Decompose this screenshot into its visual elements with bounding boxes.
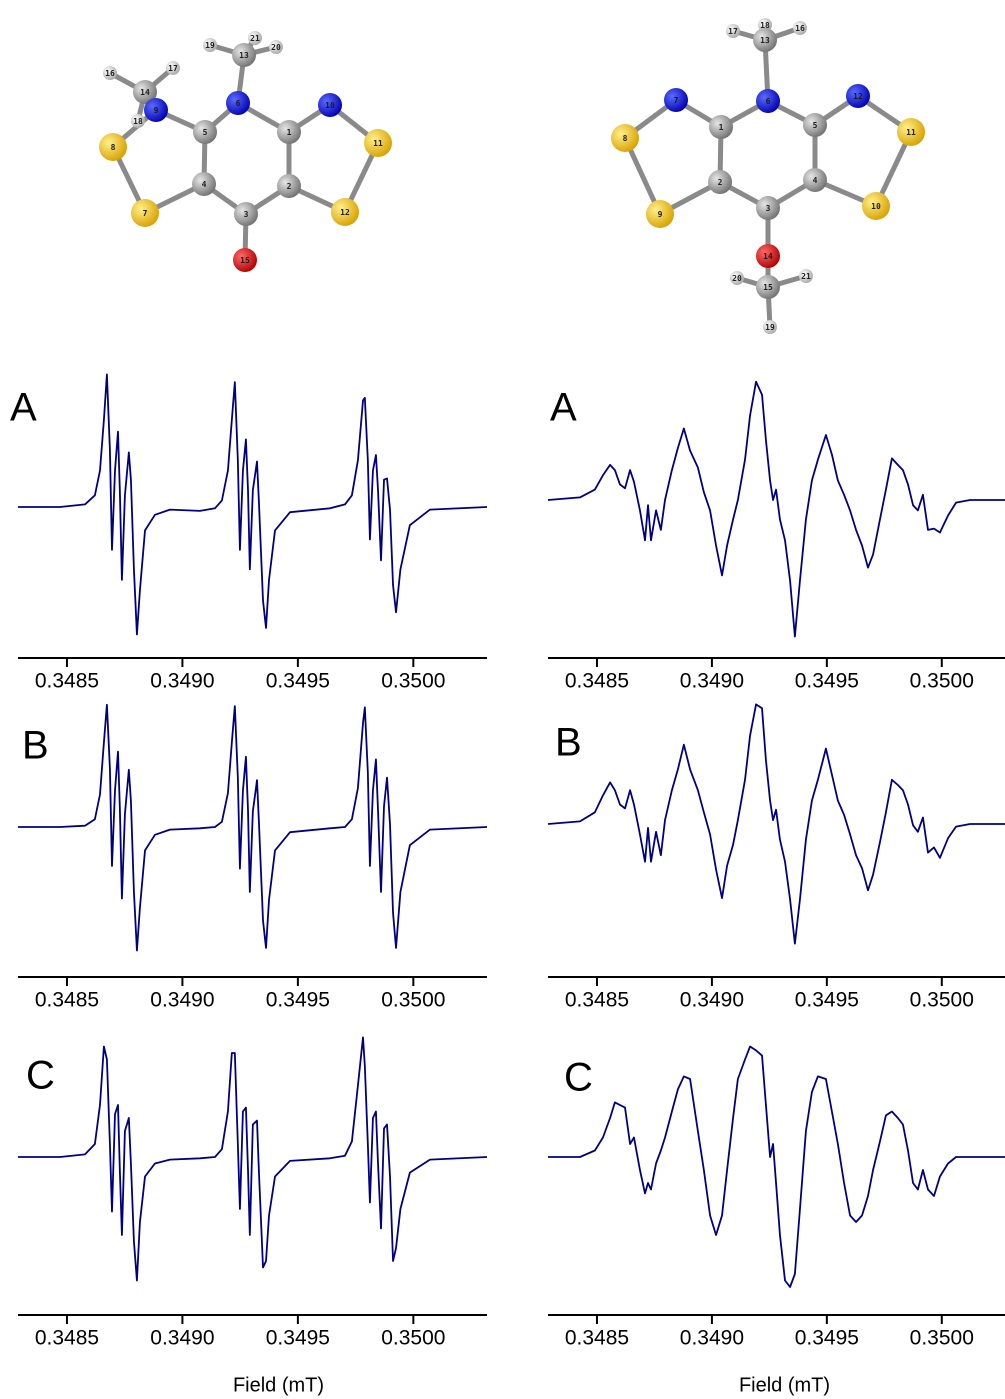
- atom-label: 18: [133, 117, 143, 126]
- spectrum-line: [18, 1037, 487, 1280]
- atom-label: 20: [732, 274, 742, 283]
- atom-label: 12: [340, 208, 350, 217]
- atom-label: 7: [674, 96, 679, 105]
- atom-label: 10: [871, 202, 881, 211]
- spectrum-line: [548, 704, 1005, 943]
- spectrum-line: [18, 374, 487, 634]
- atom-label: 15: [240, 256, 250, 265]
- atom-label: 8: [111, 143, 116, 152]
- x-tick-label: 0.3500: [910, 670, 974, 693]
- x-tick-label: 0.3500: [910, 989, 974, 1012]
- atom-label: 11: [906, 128, 916, 137]
- panel-label: C: [564, 1056, 593, 1100]
- atom-label: 13: [239, 51, 249, 60]
- x-tick-label: 0.3495: [266, 1327, 330, 1350]
- spectra: 0.3485 0.3490 0.3495 0.3500 A 0.3485 0.3490 0.3…: [10, 374, 1005, 1396]
- atom-label: 21: [250, 34, 260, 43]
- x-tick-label: 0.3495: [795, 670, 859, 693]
- atom-label: 20: [271, 43, 281, 52]
- x-tick-label: 0.3495: [795, 989, 859, 1012]
- atom-label: 14: [140, 88, 150, 97]
- atom-label: 6: [236, 99, 241, 108]
- atom-label: 16: [105, 69, 115, 78]
- panel-label: C: [26, 1054, 55, 1098]
- atom-label: 2: [287, 182, 292, 191]
- x-tick-label: 0.3485: [35, 1327, 99, 1350]
- atom-label: 14: [763, 252, 773, 261]
- x-tick-label: 0.3500: [381, 1327, 445, 1350]
- atom-label: 6: [766, 97, 771, 106]
- atom-label: 7: [143, 209, 148, 218]
- atom-label: 17: [168, 64, 178, 73]
- atom-label: 8: [623, 134, 628, 143]
- atom-label: 13: [760, 36, 770, 45]
- panel-label: B: [555, 721, 582, 765]
- atom-label: 5: [813, 121, 818, 130]
- atom-label: 21: [801, 272, 811, 281]
- x-tick-label: 0.3495: [266, 670, 330, 693]
- x-tick-label: 0.3485: [565, 670, 629, 693]
- atom-label: 2: [718, 178, 723, 187]
- x-tick-label: 0.3485: [35, 670, 99, 693]
- figure: 1416171891319212061015811247123151718161…: [0, 0, 1005, 1399]
- x-tick-label: 0.3490: [150, 1327, 214, 1350]
- x-tick-label: 0.3490: [150, 670, 214, 693]
- x-tick-label: 0.3485: [565, 1327, 629, 1350]
- atom-label: 3: [766, 204, 771, 213]
- x-tick-label: 0.3495: [266, 989, 330, 1012]
- atom-label: 9: [154, 106, 159, 115]
- x-tick-label: 0.3500: [910, 1327, 974, 1350]
- panel-label: A: [10, 386, 37, 430]
- x-tick-label: 0.3490: [680, 670, 744, 693]
- atom-label: 15: [763, 283, 773, 292]
- x-tick-label: 0.3500: [381, 989, 445, 1012]
- x-tick-label: 0.3490: [680, 1327, 744, 1350]
- panel-label: A: [550, 386, 577, 430]
- panel-label: B: [22, 724, 49, 768]
- x-tick-label: 0.3490: [680, 989, 744, 1012]
- x-tick-label: 0.3485: [35, 989, 99, 1012]
- x-axis-title: Field (mT): [233, 1374, 324, 1396]
- atom-label: 19: [765, 323, 775, 332]
- x-tick-label: 0.3490: [150, 989, 214, 1012]
- spectrum-line: [18, 705, 487, 951]
- atom-label: 17: [728, 27, 738, 36]
- atom-label: 12: [853, 92, 863, 101]
- atom-label: 4: [813, 176, 818, 185]
- spectrum-line: [548, 1047, 1005, 1288]
- x-tick-label: 0.3500: [381, 670, 445, 693]
- x-tick-label: 0.3495: [795, 1327, 859, 1350]
- atom-label: 5: [203, 128, 208, 137]
- atom-label: 1: [287, 128, 292, 137]
- x-tick-label: 0.3485: [565, 989, 629, 1012]
- spectrum-line: [548, 382, 1005, 637]
- atom-label: 1: [719, 123, 724, 132]
- atom-label: 11: [373, 139, 383, 148]
- atom-label: 19: [205, 41, 215, 50]
- atom-label: 9: [658, 210, 663, 219]
- atom-label: 10: [325, 101, 335, 110]
- x-axis-title: Field (mT): [739, 1374, 830, 1396]
- atom-label: 16: [795, 24, 805, 33]
- atom-label: 4: [202, 180, 207, 189]
- atom-label: 3: [244, 210, 249, 219]
